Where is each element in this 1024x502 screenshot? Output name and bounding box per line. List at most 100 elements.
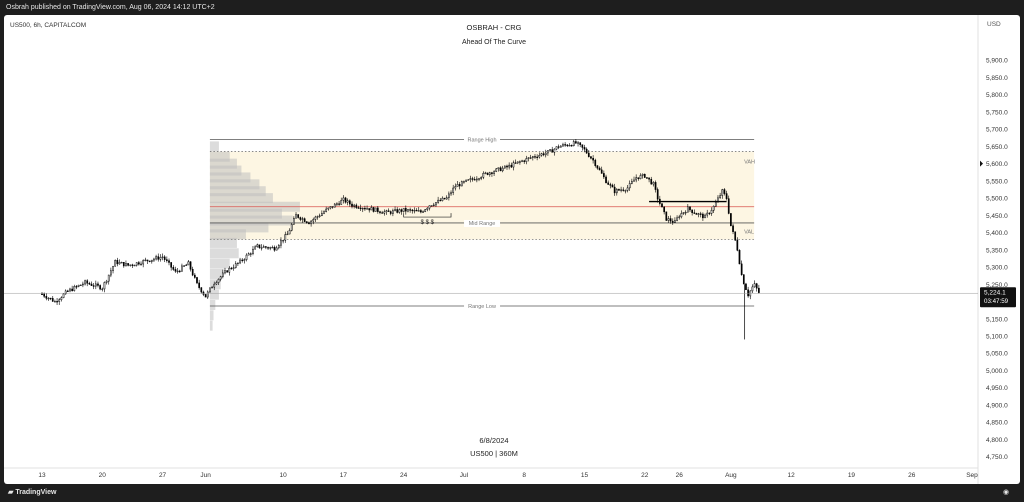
candle xyxy=(278,245,279,248)
candle xyxy=(59,300,60,302)
candle xyxy=(265,247,266,248)
mid-range-label: Mid Range xyxy=(469,221,496,227)
y-tick-label: 5,700.0 xyxy=(986,127,1008,134)
candle xyxy=(683,212,684,213)
candle xyxy=(69,289,70,291)
candle xyxy=(354,205,355,206)
chart-area[interactable]: Range HighMid RangeRange LowVAHVAL $ $ $… xyxy=(4,15,1020,484)
candle xyxy=(246,255,247,260)
candle xyxy=(341,200,342,204)
candle xyxy=(160,257,161,259)
candle xyxy=(209,288,210,292)
candle xyxy=(644,174,645,177)
candle xyxy=(562,144,563,146)
profile-bin xyxy=(210,193,273,203)
camera-icon[interactable]: ◉ xyxy=(1003,484,1009,502)
candle xyxy=(698,214,699,215)
candle xyxy=(276,248,277,250)
candle xyxy=(283,240,284,241)
candle xyxy=(93,286,94,287)
candle xyxy=(134,265,135,266)
candle xyxy=(519,162,520,163)
candle xyxy=(235,264,236,268)
candle xyxy=(534,156,535,157)
candle xyxy=(274,247,275,250)
candle xyxy=(474,179,475,180)
profile-bin xyxy=(210,321,213,331)
y-tick-label: 5,350.0 xyxy=(986,247,1008,254)
candle xyxy=(506,166,507,167)
candle xyxy=(491,173,492,174)
candle xyxy=(132,265,133,266)
candle xyxy=(418,211,419,212)
candle xyxy=(446,198,447,199)
candle xyxy=(50,298,51,299)
candle xyxy=(349,201,350,204)
candle xyxy=(470,179,471,180)
x-tick-label: 27 xyxy=(159,472,167,479)
candle xyxy=(108,275,109,281)
candle xyxy=(214,284,215,287)
candle xyxy=(377,208,378,212)
candle xyxy=(549,150,550,151)
candle xyxy=(745,284,746,290)
candle xyxy=(110,271,111,275)
candle xyxy=(513,163,514,167)
candle xyxy=(44,294,45,296)
candle xyxy=(317,216,318,217)
candle xyxy=(233,268,234,269)
candle xyxy=(715,202,716,206)
candle xyxy=(642,174,643,175)
candle xyxy=(158,257,159,260)
candle xyxy=(244,260,245,261)
candle xyxy=(128,263,129,265)
candle xyxy=(603,173,604,177)
candle xyxy=(573,141,574,145)
candle xyxy=(638,178,639,179)
candle xyxy=(453,188,454,193)
footer-bar: ▰ TradingView ◉ xyxy=(0,484,1024,502)
candle xyxy=(528,158,529,159)
profile-bin xyxy=(210,141,219,151)
candle xyxy=(136,263,137,266)
candle xyxy=(287,234,288,235)
profile-bin xyxy=(210,300,215,310)
candle xyxy=(651,179,652,184)
candle xyxy=(173,267,174,269)
candle xyxy=(429,206,430,208)
candle xyxy=(754,284,755,287)
range-high-label: Range High xyxy=(468,138,497,144)
y-tick-label: 5,500.0 xyxy=(986,196,1008,203)
tradingview-logo[interactable]: ▰ TradingView xyxy=(8,484,56,502)
candle xyxy=(685,212,686,213)
candlestick-chart[interactable]: Range HighMid RangeRange LowVAHVAL $ $ $… xyxy=(4,15,1020,484)
y-tick-label: 5,450.0 xyxy=(986,213,1008,220)
candle xyxy=(739,250,740,264)
candle xyxy=(629,183,630,187)
candle xyxy=(397,209,398,212)
candle xyxy=(123,262,124,266)
candle xyxy=(425,210,426,212)
profile-bin xyxy=(210,310,214,320)
candle xyxy=(373,207,374,211)
candle xyxy=(300,218,301,220)
candle xyxy=(670,219,671,222)
candle xyxy=(399,210,400,213)
candle xyxy=(248,254,249,255)
candle xyxy=(590,157,591,159)
candle xyxy=(577,143,578,144)
candle xyxy=(612,185,613,187)
candle xyxy=(227,271,228,273)
candle xyxy=(565,144,566,145)
candle xyxy=(360,208,361,209)
candle xyxy=(502,168,503,171)
liquidity-dollars: $ $ $ xyxy=(421,220,435,226)
candle xyxy=(410,210,411,211)
candle xyxy=(509,165,510,167)
candle xyxy=(183,266,184,267)
candle xyxy=(586,149,587,153)
candle xyxy=(100,285,101,289)
candle xyxy=(168,261,169,263)
candle xyxy=(722,190,723,196)
candle xyxy=(102,289,103,290)
